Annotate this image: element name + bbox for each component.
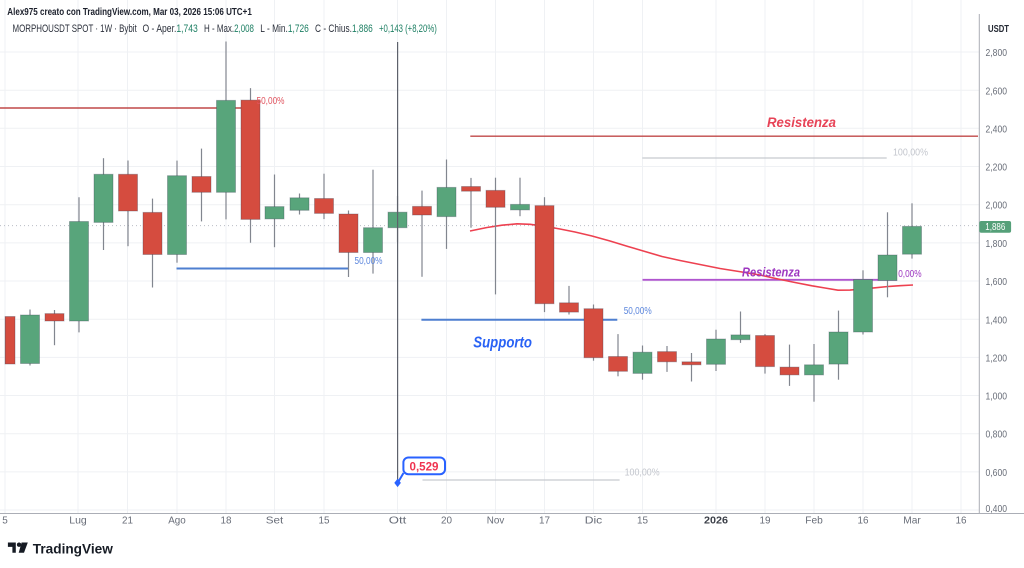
svg-text:15: 15	[637, 514, 648, 526]
svg-text:TradingView: TradingView	[33, 541, 114, 557]
svg-text:16: 16	[956, 514, 967, 526]
svg-text:Set: Set	[266, 514, 284, 526]
svg-text:Nov: Nov	[487, 514, 505, 526]
svg-text:C - Chius.1,886: C - Chius.1,886	[315, 23, 373, 35]
svg-text:1,886: 1,886	[985, 222, 1005, 233]
svg-text:O - Aper.1,743: O - Aper.1,743	[143, 23, 198, 35]
svg-text:2026: 2026	[704, 514, 728, 526]
svg-text:1,800: 1,800	[986, 238, 1008, 250]
svg-text:0,800: 0,800	[986, 429, 1008, 441]
svg-text:Alex975 creato con TradingView: Alex975 creato con TradingView.com, Mar …	[7, 6, 252, 18]
svg-text:Feb: Feb	[805, 514, 823, 526]
svg-text:Lug: Lug	[69, 514, 87, 526]
svg-text:17: 17	[539, 514, 550, 526]
svg-text:Mar: Mar	[903, 514, 921, 526]
svg-text:1,400: 1,400	[986, 314, 1008, 326]
svg-text:Resistenza: Resistenza	[742, 264, 800, 279]
svg-text:0,529: 0,529	[410, 461, 439, 473]
svg-text:100,00%: 100,00%	[625, 468, 660, 479]
svg-text:Resistenza: Resistenza	[767, 115, 836, 130]
svg-text:50,00%: 50,00%	[624, 306, 652, 317]
svg-text:2,400: 2,400	[986, 124, 1008, 136]
svg-text:50,00%: 50,00%	[355, 256, 383, 267]
svg-text:Ott: Ott	[389, 514, 407, 526]
svg-text:5: 5	[2, 514, 8, 526]
svg-text:15: 15	[319, 514, 330, 526]
svg-text:1,600: 1,600	[986, 276, 1008, 288]
svg-text:1,200: 1,200	[986, 352, 1008, 364]
svg-text:2,600: 2,600	[986, 85, 1008, 97]
svg-text:16: 16	[858, 514, 869, 526]
svg-text:21: 21	[122, 514, 133, 526]
svg-text:+0,143 (+8,20%): +0,143 (+8,20%)	[379, 23, 437, 35]
svg-text:L - Min.1,726: L - Min.1,726	[260, 23, 309, 35]
svg-text:MORPHOUSDT SPOT · 1W · Bybit: MORPHOUSDT SPOT · 1W · Bybit	[13, 23, 137, 35]
svg-text:2,200: 2,200	[986, 162, 1008, 174]
svg-text:0,400: 0,400	[986, 503, 1008, 515]
svg-text:Supporto: Supporto	[473, 335, 532, 352]
svg-text:20: 20	[441, 514, 452, 526]
svg-text:Ago: Ago	[168, 514, 186, 526]
svg-text:19: 19	[760, 514, 771, 526]
svg-text:USDT: USDT	[988, 23, 1009, 35]
svg-text:18: 18	[221, 514, 232, 526]
svg-text:Dic: Dic	[585, 514, 603, 526]
svg-text:0,00%: 0,00%	[898, 269, 921, 280]
svg-text:50,00%: 50,00%	[257, 96, 285, 107]
svg-text:0,600: 0,600	[986, 467, 1008, 479]
svg-text:H - Max.2,008: H - Max.2,008	[204, 23, 254, 35]
svg-text:1,000: 1,000	[986, 391, 1008, 403]
svg-text:100,00%: 100,00%	[893, 147, 928, 158]
svg-text:2,800: 2,800	[986, 47, 1008, 59]
svg-text:2,000: 2,000	[986, 200, 1008, 212]
